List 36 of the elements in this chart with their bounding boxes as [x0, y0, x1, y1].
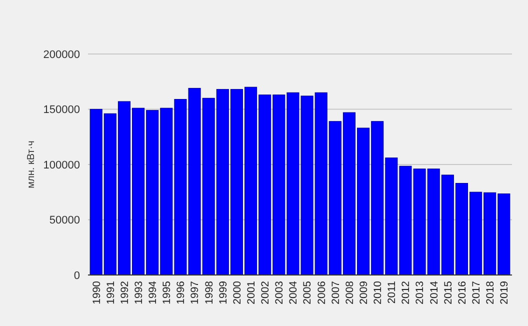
y-tick-label: 100000	[43, 159, 80, 172]
x-tick-label: 1997	[189, 280, 202, 304]
x-tick-label: 2005	[302, 280, 314, 304]
x-tick-label: 2004	[288, 280, 300, 304]
x-tick-label: 1998	[203, 280, 216, 304]
y-tick-label: 0	[74, 270, 80, 282]
x-tick-label: 2017	[470, 280, 482, 304]
x-tick-label: 2019	[498, 280, 511, 304]
x-tick-label: 2013	[414, 280, 426, 304]
y-tick-label: 200000	[43, 48, 80, 61]
x-tick-label: 2000	[231, 280, 244, 304]
y-axis-title: млн. кВт·ч	[26, 140, 37, 188]
x-tick-label: 2003	[274, 280, 286, 304]
x-tick-label: 1991	[104, 280, 117, 304]
x-tick-label: 2008	[344, 280, 356, 304]
x-tick-label: 2012	[400, 280, 412, 304]
x-tick-label: 2006	[316, 280, 328, 304]
x-tick-label: 1996	[175, 280, 188, 304]
x-tick-label: 2018	[484, 280, 497, 304]
x-tick-label: 1993	[132, 280, 145, 304]
x-tick-label: 2015	[442, 280, 454, 304]
y-tick-label: 150000	[43, 104, 80, 116]
x-tick-label: 2007	[330, 280, 342, 304]
x-tick-label: 2002	[260, 280, 272, 304]
x-tick-label: 2016	[456, 280, 468, 304]
x-tick-label: 2001	[245, 280, 258, 304]
x-tick-label: 1994	[147, 280, 160, 304]
x-tick-label: 2010	[372, 280, 384, 304]
x-tick-label: 1992	[118, 280, 131, 304]
y-tick-label: 50000	[49, 214, 80, 227]
x-tick-label: 2011	[386, 280, 398, 304]
x-tick-label: 1990	[90, 280, 103, 304]
x-tick-label: 1995	[161, 280, 174, 304]
x-tick-label: 2014	[428, 280, 440, 304]
x-tick-label: 1999	[217, 280, 230, 304]
x-tick-label: 2009	[358, 280, 370, 304]
